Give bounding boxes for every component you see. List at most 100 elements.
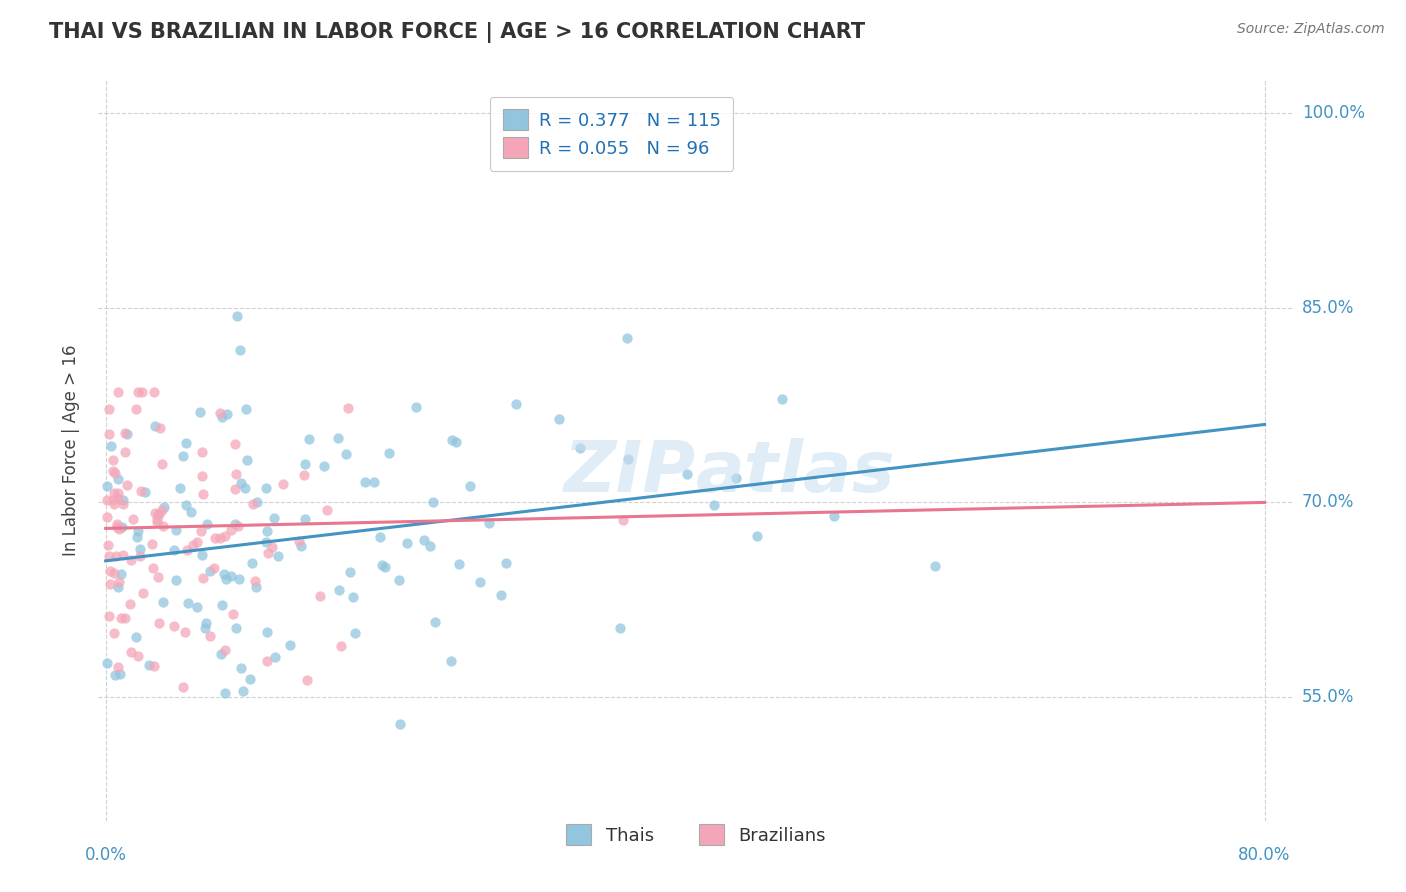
Point xyxy=(172,449,194,463)
Point xyxy=(149,421,172,435)
Point xyxy=(146,570,169,584)
Point xyxy=(676,467,699,481)
Point xyxy=(224,437,246,451)
Point xyxy=(97,426,120,441)
Point xyxy=(225,310,247,324)
Point xyxy=(145,506,167,520)
Point xyxy=(569,441,592,455)
Point xyxy=(98,549,121,564)
Point xyxy=(110,667,132,681)
Point xyxy=(233,481,256,495)
Point xyxy=(148,616,170,631)
Point xyxy=(232,683,254,698)
Point xyxy=(127,384,149,399)
Point xyxy=(725,471,748,485)
Point xyxy=(162,542,184,557)
Point xyxy=(103,626,125,640)
Point xyxy=(609,621,631,635)
Point xyxy=(105,516,128,531)
Point xyxy=(468,574,491,589)
Point xyxy=(193,571,215,585)
Point xyxy=(101,453,124,467)
Point xyxy=(212,567,235,582)
Point xyxy=(214,643,236,657)
Point xyxy=(617,451,640,466)
Point xyxy=(422,495,444,509)
Point xyxy=(242,497,264,511)
Point xyxy=(114,611,136,625)
Point xyxy=(215,572,238,586)
Point xyxy=(138,658,160,673)
Point xyxy=(328,582,350,597)
Point xyxy=(256,546,278,560)
Point xyxy=(150,457,173,471)
Point xyxy=(101,492,124,507)
Point xyxy=(174,435,197,450)
Point xyxy=(339,565,361,579)
Point xyxy=(195,615,218,630)
Point xyxy=(186,535,208,549)
Point xyxy=(98,401,121,416)
Point xyxy=(150,502,173,516)
Point xyxy=(449,557,471,571)
Point xyxy=(174,498,197,512)
Point xyxy=(131,484,153,499)
Point xyxy=(616,331,638,345)
Text: 100.0%: 100.0% xyxy=(1302,103,1365,121)
Point xyxy=(209,647,232,661)
Point xyxy=(396,536,419,550)
Point xyxy=(127,524,149,538)
Point xyxy=(195,516,218,531)
Point xyxy=(104,667,127,681)
Point xyxy=(111,497,134,511)
Point xyxy=(142,561,165,575)
Text: THAI VS BRAZILIAN IN LABOR FORCE | AGE > 16 CORRELATION CHART: THAI VS BRAZILIAN IN LABOR FORCE | AGE >… xyxy=(49,22,865,44)
Point xyxy=(104,466,127,480)
Point xyxy=(388,573,411,587)
Point xyxy=(419,539,441,553)
Point xyxy=(368,530,391,544)
Point xyxy=(163,619,186,633)
Point xyxy=(107,486,129,500)
Point xyxy=(120,645,142,659)
Point xyxy=(96,479,118,493)
Point xyxy=(125,631,148,645)
Point xyxy=(294,512,316,526)
Point xyxy=(315,503,337,517)
Point xyxy=(118,597,141,611)
Point xyxy=(114,444,136,458)
Point xyxy=(107,580,129,594)
Point xyxy=(363,475,385,490)
Point xyxy=(440,654,463,668)
Point xyxy=(222,607,245,621)
Point xyxy=(298,433,321,447)
Point xyxy=(703,498,725,512)
Point xyxy=(770,392,793,406)
Point xyxy=(747,529,769,543)
Point xyxy=(547,412,569,426)
Point xyxy=(105,549,128,563)
Point xyxy=(215,407,238,421)
Point xyxy=(194,621,217,635)
Point xyxy=(229,343,252,357)
Point xyxy=(211,409,233,424)
Point xyxy=(245,580,267,594)
Point xyxy=(188,405,211,419)
Point xyxy=(224,516,246,531)
Point xyxy=(181,538,204,552)
Point xyxy=(208,406,231,420)
Point xyxy=(190,548,212,562)
Point xyxy=(254,481,277,495)
Point xyxy=(256,524,278,538)
Point xyxy=(165,573,187,587)
Point xyxy=(264,649,287,664)
Point xyxy=(96,492,118,507)
Point xyxy=(110,566,132,581)
Point xyxy=(211,598,233,612)
Point xyxy=(141,537,163,551)
Point xyxy=(146,507,169,521)
Text: ZIP: ZIP xyxy=(564,438,696,508)
Point xyxy=(103,566,125,580)
Point xyxy=(204,531,226,545)
Point xyxy=(190,445,212,459)
